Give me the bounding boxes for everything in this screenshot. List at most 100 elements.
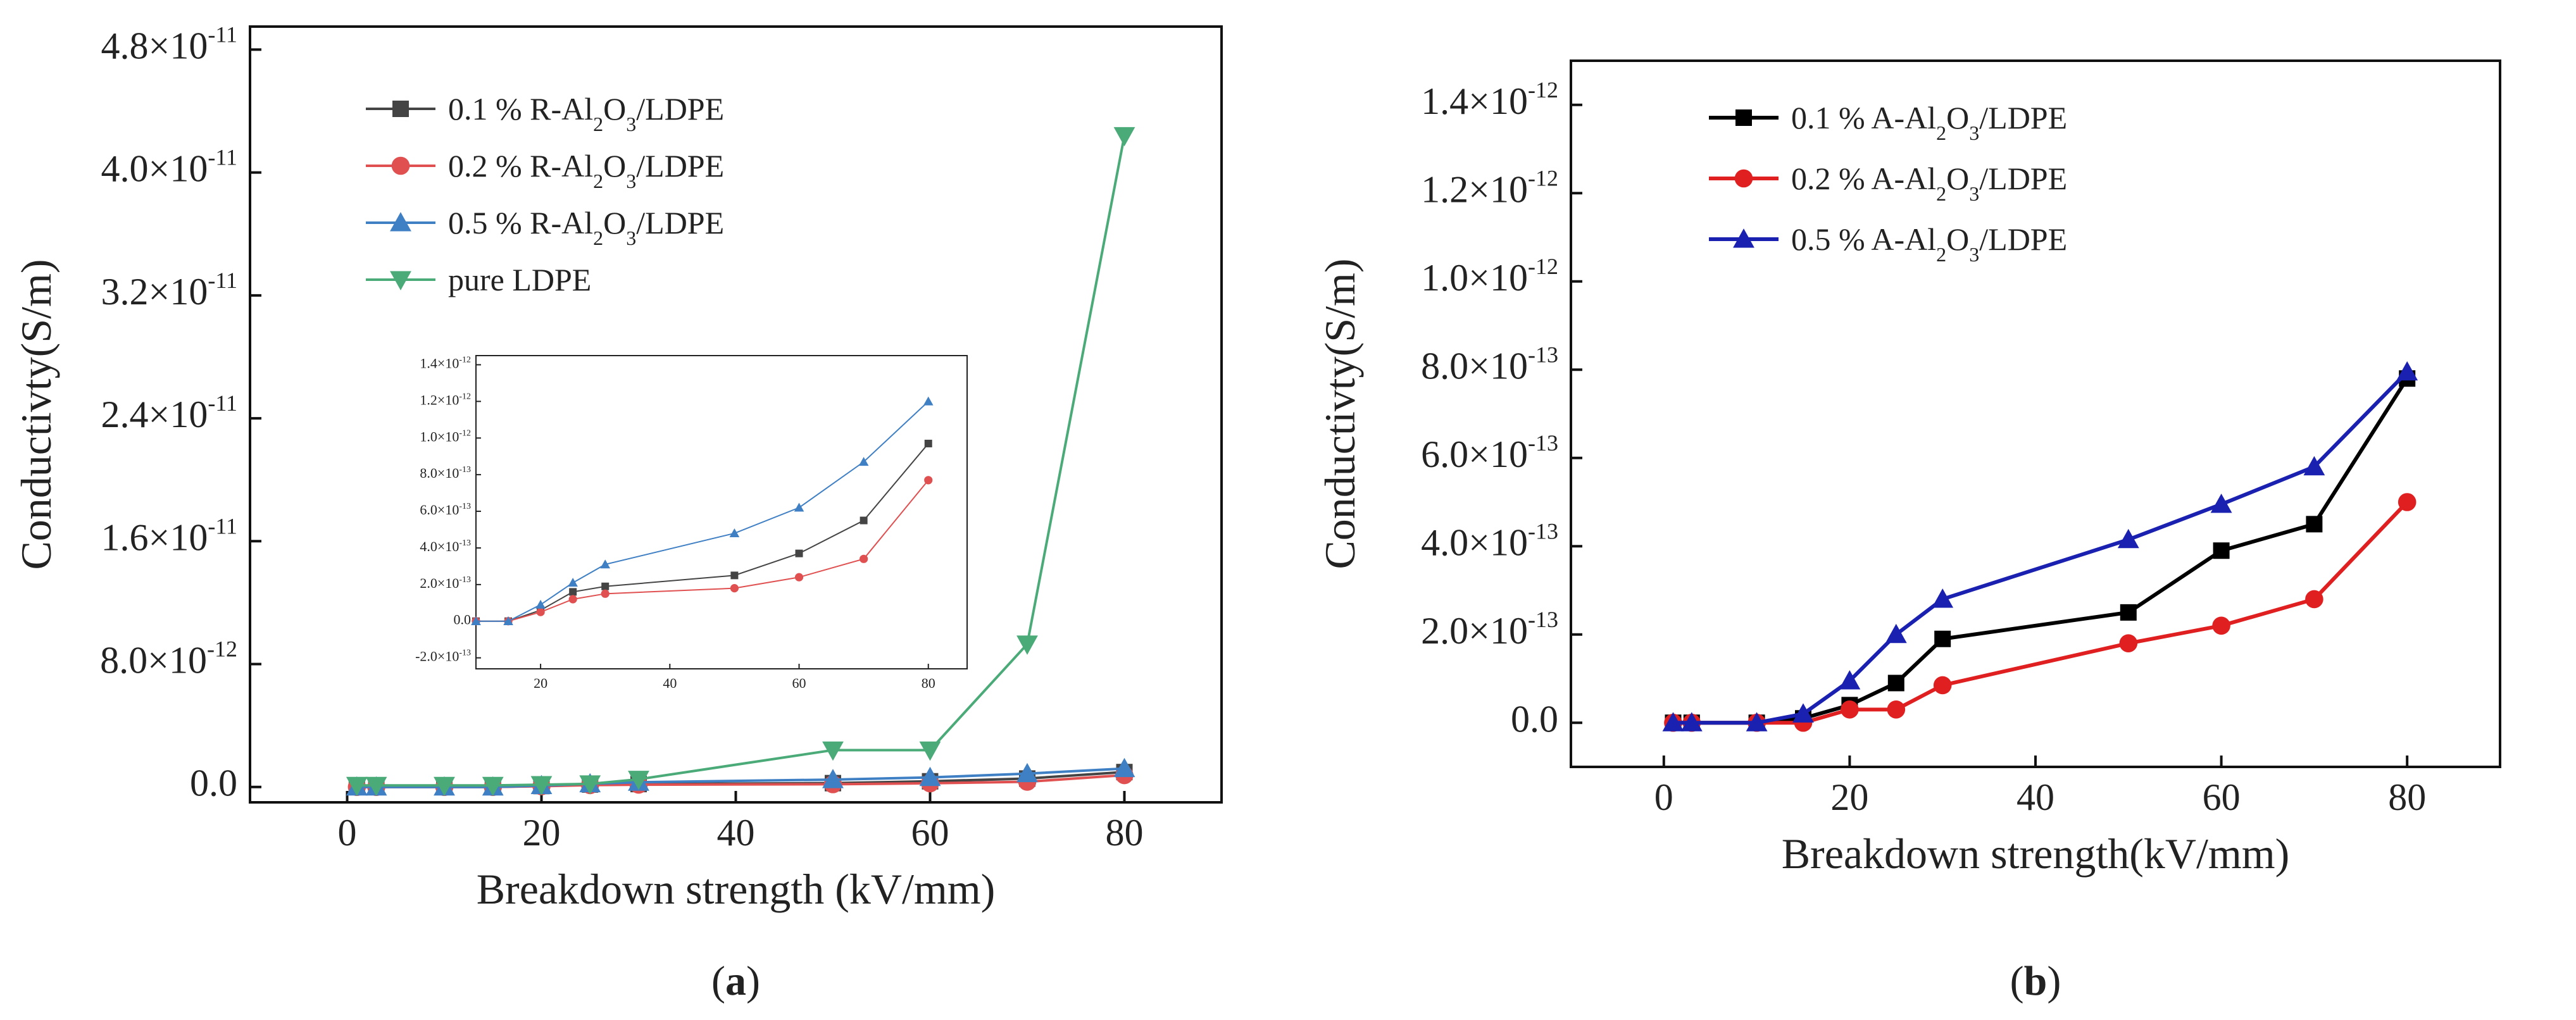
inset-series-line [476,480,929,622]
x-tick-label: 80 [2388,776,2426,818]
inset-y-tick-label: 1.2×10-12 [420,392,471,407]
inset-data-point [729,528,740,538]
y-tick-label: 2.0×10-13 [1421,607,1558,652]
plot-frame [249,25,1223,804]
y-tick-label: 4.8×10-11 [101,22,238,67]
data-point [2306,516,2323,533]
inset-data-point [860,554,868,563]
x-tick-label: 80 [1106,812,1144,854]
data-point [1933,676,1952,695]
inset-frame [475,355,968,669]
inset-data-point [568,578,578,587]
x-tick-label: 40 [717,812,755,854]
inset-data-point [600,559,611,569]
inset-data-point [569,588,577,596]
data-point [1792,703,1814,723]
data-point [1841,700,1859,719]
x-tick-label: 20 [523,812,561,854]
data-point [628,771,649,790]
x-tick-label: 60 [2203,776,2241,818]
inset-y-tick-label: -2.0×10-13 [415,648,471,664]
inset-data-point [858,457,869,466]
inset-data-point [730,571,739,580]
legend-label: 0.2 % A-Al2O3/LDPE [1791,161,2067,205]
legend-marker [392,101,409,117]
data-point [1662,712,1684,731]
data-point [1934,630,1951,647]
inset-data-point [795,549,803,557]
data-point [1885,623,1907,644]
y-tick-label: 4.0×10-13 [1421,519,1558,564]
legend-marker [1733,228,1754,248]
legend-label: pure LDPE [448,262,591,297]
legend-marker [390,212,411,232]
data-point [579,775,601,795]
legend-label: 0.5 % A-Al2O3/LDPE [1791,221,2067,266]
inset-x-tick-label: 20 [534,675,547,691]
y-tick-label: 8.0×10-13 [1421,342,1558,387]
inset-y-tick-label: 6.0×10-13 [420,502,471,518]
y-tick-label: 0.0 [1511,698,1558,740]
series-line [1673,370,2409,725]
data-point [1887,675,1904,692]
legend-marker [390,271,411,290]
inset-y-tick-label: 0.0 [454,612,472,628]
chart-panel-b: 0 20 40 60 80 0.0 2.0×10-13 4.0×10-13 6.0×10-13 8… [1316,59,2501,1004]
data-point [2210,494,2232,513]
panel-caption: (b) [2010,958,2061,1004]
series-1 [1665,370,2416,731]
legend-label: 0.1 % R-Al2O3/LDPE [448,91,724,135]
inset-data-point [730,584,739,593]
inset-data-point [794,502,804,512]
data-point [1932,588,1954,608]
data-point [919,766,941,787]
data-point [1887,700,1906,719]
y-axis-label: Conductivty(S/m) [1316,258,1364,569]
data-point [2213,542,2230,559]
series-line [1673,377,2409,725]
data-point [1680,712,1703,731]
inset-data-point [794,573,804,582]
series-1 [348,764,1133,795]
data-point [365,776,387,797]
series-3 [1662,361,2418,731]
y-tick-label: 3.2×10-11 [101,268,238,313]
data-point [1746,712,1768,731]
data-point [2120,604,2137,621]
data-point [2212,616,2230,635]
y-tick-label: 6.0×10-13 [1421,430,1558,475]
data-point [2303,456,2325,476]
legend-label: 0.1 % A-Al2O3/LDPE [1791,100,2067,144]
inset-y-tick-label: 2.0×10-13 [420,575,471,591]
data-point [482,776,504,797]
data-point [919,741,941,761]
data-point [2117,528,2139,549]
inset-x-tick-label: 60 [792,675,806,691]
data-point [1113,127,1135,147]
data-point [530,776,553,795]
y-axis-label: Conductivty(S/m) [12,259,60,569]
x-tick-label: 0 [338,812,357,854]
legend-label: 0.5 % R-Al2O3/LDPE [448,205,724,249]
inset-data-point [535,599,546,609]
y-tick-label: 1.4×10-12 [1421,77,1558,122]
data-point [2398,493,2417,511]
inset-y-tick-label: 4.0×10-13 [420,538,471,554]
inset-data-point [860,516,868,525]
y-tick-label: 1.0×10-12 [1421,254,1558,299]
y-tick-label: 8.0×10-12 [100,637,237,681]
inset-series-1 [472,439,932,625]
legend-label: 0.2 % R-Al2O3/LDPE [448,148,724,192]
inset-series-line [476,401,929,622]
inset-data-point [601,589,610,598]
series-4 [346,127,1135,797]
chart-panel-a: 0 20 40 60 80 0.0 8.0×10-12 1.6×10-11 2.4×10-11 3… [12,22,1223,1004]
x-tick-label: 60 [911,812,949,854]
x-tick-label: 20 [1830,776,1868,818]
inset-data-point [536,607,545,616]
data-point [822,769,844,788]
inset-data-point [924,476,933,485]
inset-y-tick-label: 8.0×10-13 [420,465,471,481]
series-line [1673,501,2409,725]
data-point [2305,590,2323,609]
